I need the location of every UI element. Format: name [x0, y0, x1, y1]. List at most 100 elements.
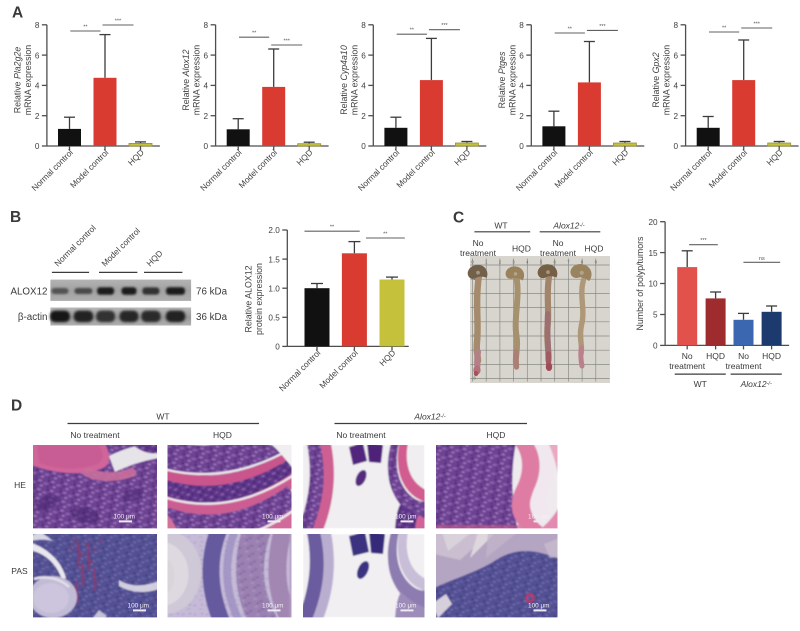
- svg-text:PAS: PAS: [11, 566, 28, 576]
- svg-text:7: 7: [567, 260, 570, 265]
- svg-text:0.5: 0.5: [268, 314, 280, 323]
- svg-text:4: 4: [526, 260, 529, 265]
- svg-text:0: 0: [653, 342, 658, 351]
- svg-text:**: **: [722, 26, 727, 32]
- svg-text:No treatment: No treatment: [70, 430, 120, 440]
- svg-text:8: 8: [519, 21, 524, 30]
- svg-text:0: 0: [35, 142, 40, 151]
- svg-text:8: 8: [204, 21, 209, 30]
- svg-text:**: **: [330, 225, 335, 231]
- svg-text:Alox12-/-: Alox12-/-: [552, 221, 584, 231]
- svg-text:C: C: [453, 210, 464, 227]
- svg-text:4: 4: [674, 82, 679, 91]
- svg-text:0: 0: [471, 260, 474, 265]
- svg-text:treatment: treatment: [726, 361, 763, 371]
- svg-text:0: 0: [361, 142, 366, 151]
- svg-text:No: No: [553, 238, 564, 248]
- svg-text:8: 8: [674, 21, 679, 30]
- svg-text:0: 0: [275, 343, 280, 352]
- svg-text:4: 4: [519, 82, 524, 91]
- svg-text:HQD: HQD: [706, 351, 725, 361]
- svg-text:15: 15: [648, 249, 658, 258]
- svg-text:6: 6: [204, 51, 209, 60]
- svg-text:2: 2: [674, 112, 679, 121]
- svg-text:**: **: [252, 31, 257, 37]
- svg-text:HQD: HQD: [512, 244, 531, 254]
- svg-text:100 μm: 100 μm: [128, 602, 149, 609]
- svg-text:Alox12-/-: Alox12-/-: [740, 379, 772, 389]
- svg-text:D: D: [11, 398, 22, 415]
- svg-text:mRNA expression: mRNA expression: [662, 45, 672, 116]
- svg-text:mRNA expression: mRNA expression: [192, 45, 202, 116]
- svg-text:0: 0: [519, 142, 524, 151]
- svg-text:0: 0: [674, 142, 679, 151]
- svg-text:HQD: HQD: [762, 351, 781, 361]
- svg-text:No treatment: No treatment: [336, 430, 386, 440]
- svg-text:WT: WT: [156, 412, 169, 422]
- svg-text:Relative Ptges: Relative Ptges: [497, 51, 507, 108]
- svg-text:3: 3: [512, 260, 515, 265]
- svg-text:100 μm: 100 μm: [395, 513, 416, 520]
- svg-text:100 μm: 100 μm: [262, 513, 283, 520]
- svg-text:***: ***: [441, 23, 448, 29]
- svg-text:8: 8: [35, 21, 40, 30]
- svg-text:2.0: 2.0: [268, 226, 280, 235]
- svg-text:100 μm: 100 μm: [262, 602, 283, 609]
- svg-text:***: ***: [753, 22, 760, 28]
- svg-text:2: 2: [204, 112, 209, 121]
- svg-text:6: 6: [674, 51, 679, 60]
- svg-text:6: 6: [519, 51, 524, 60]
- svg-text:No: No: [473, 238, 484, 248]
- svg-text:Alox12-/-: Alox12-/-: [413, 412, 445, 422]
- svg-text:2: 2: [519, 112, 524, 121]
- svg-text:Relative Gpx2: Relative Gpx2: [651, 52, 661, 107]
- svg-text:**: **: [83, 25, 88, 31]
- svg-text:100 μm: 100 μm: [528, 602, 549, 609]
- svg-text:No: No: [682, 351, 693, 361]
- svg-text:No: No: [738, 351, 749, 361]
- svg-text:1: 1: [473, 276, 476, 281]
- svg-text:**: **: [568, 27, 573, 33]
- svg-text:B: B: [10, 209, 21, 226]
- svg-text:0: 0: [204, 142, 209, 151]
- svg-text:***: ***: [115, 19, 122, 25]
- svg-text:treatment: treatment: [540, 248, 577, 258]
- svg-text:ALOX12: ALOX12: [10, 287, 47, 298]
- svg-text:2: 2: [361, 112, 366, 121]
- svg-text:6: 6: [35, 51, 40, 60]
- svg-text:**: **: [383, 232, 388, 238]
- svg-text:8: 8: [473, 376, 476, 381]
- svg-text:treatment: treatment: [460, 248, 497, 258]
- svg-text:HE: HE: [14, 480, 26, 490]
- svg-text:6: 6: [554, 260, 557, 265]
- svg-text:2: 2: [35, 112, 40, 121]
- svg-text:HQD: HQD: [487, 430, 506, 440]
- svg-text:mRNA expression: mRNA expression: [23, 45, 33, 116]
- svg-text:5: 5: [540, 260, 543, 265]
- svg-text:76 kDa: 76 kDa: [196, 287, 228, 298]
- svg-text:1.5: 1.5: [268, 255, 280, 264]
- svg-text:9: 9: [595, 260, 598, 265]
- svg-text:β-actin: β-actin: [18, 312, 48, 323]
- svg-text:ns: ns: [759, 256, 765, 262]
- svg-text:4: 4: [35, 82, 40, 91]
- svg-text:Number of polyp/tumors: Number of polyp/tumors: [635, 236, 645, 330]
- svg-text:2: 2: [499, 260, 502, 265]
- svg-text:***: ***: [599, 24, 606, 30]
- svg-text:8: 8: [581, 260, 584, 265]
- svg-text:WT: WT: [694, 379, 707, 389]
- svg-text:4: 4: [361, 82, 366, 91]
- svg-text:4: 4: [204, 82, 209, 91]
- svg-text:Relative ALOX12: Relative ALOX12: [244, 265, 254, 332]
- svg-text:1: 1: [485, 260, 488, 265]
- svg-text:6: 6: [361, 51, 366, 60]
- svg-text:8: 8: [361, 21, 366, 30]
- svg-text:mRNA expression: mRNA expression: [349, 45, 359, 116]
- svg-text:WT: WT: [494, 221, 507, 231]
- svg-text:A: A: [12, 5, 23, 22]
- svg-text:100 μm: 100 μm: [528, 513, 549, 520]
- svg-text:1.0: 1.0: [268, 284, 280, 293]
- svg-text:protein expression: protein expression: [254, 263, 264, 335]
- svg-text:Relative Pla2g2e: Relative Pla2g2e: [12, 47, 22, 114]
- svg-text:HQD: HQD: [213, 430, 232, 440]
